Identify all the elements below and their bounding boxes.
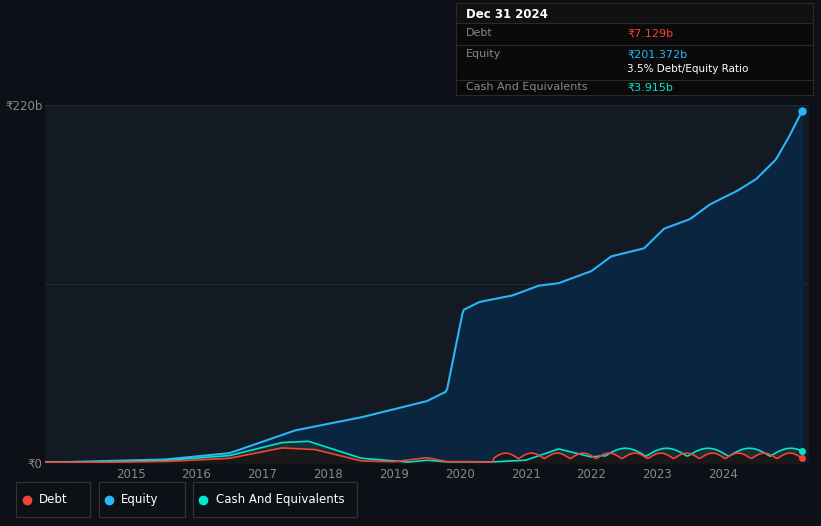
Debt xyxy=(781,451,791,457)
Cash And Equivalents xyxy=(782,446,792,452)
Cash And Equivalents xyxy=(303,438,313,444)
Cash And Equivalents xyxy=(40,459,50,465)
Debt xyxy=(493,453,502,459)
Line: Debt: Debt xyxy=(45,448,802,462)
Cash And Equivalents xyxy=(401,459,411,465)
Equity xyxy=(450,348,460,355)
Text: 3.5% Debt/Equity Ratio: 3.5% Debt/Equity Ratio xyxy=(627,64,749,74)
FancyBboxPatch shape xyxy=(16,482,90,518)
Equity xyxy=(779,143,789,149)
Cash And Equivalents xyxy=(663,445,673,451)
Debt xyxy=(406,457,415,463)
Cash And Equivalents xyxy=(493,459,503,465)
Equity xyxy=(400,403,410,410)
Text: Cash And Equivalents: Cash And Equivalents xyxy=(466,82,588,93)
Cash And Equivalents xyxy=(403,459,413,466)
Text: Dec 31 2024: Dec 31 2024 xyxy=(466,8,548,21)
Text: ₹201.372b: ₹201.372b xyxy=(627,49,687,59)
Cash And Equivalents xyxy=(407,459,417,465)
Debt xyxy=(278,445,288,451)
Cash And Equivalents xyxy=(453,459,463,465)
Line: Cash And Equivalents: Cash And Equivalents xyxy=(45,441,802,462)
Text: ₹3.915b: ₹3.915b xyxy=(627,82,673,93)
Bar xyxy=(456,3,813,23)
Debt xyxy=(452,459,461,465)
FancyBboxPatch shape xyxy=(99,482,185,518)
Text: Debt: Debt xyxy=(466,28,493,38)
Text: Equity: Equity xyxy=(122,493,158,506)
Text: Cash And Equivalents: Cash And Equivalents xyxy=(216,493,344,506)
Text: ₹7.129b: ₹7.129b xyxy=(627,28,673,38)
FancyBboxPatch shape xyxy=(193,482,357,518)
Debt xyxy=(401,457,411,463)
Cash And Equivalents xyxy=(797,448,807,454)
Text: Equity: Equity xyxy=(466,49,502,59)
Equity xyxy=(491,296,501,302)
Debt xyxy=(40,459,50,466)
Equity xyxy=(797,108,807,114)
Equity xyxy=(404,402,414,409)
Equity xyxy=(661,225,671,231)
Equity xyxy=(40,459,50,465)
Text: Debt: Debt xyxy=(39,493,67,506)
Line: Equity: Equity xyxy=(45,111,802,462)
Debt xyxy=(797,455,807,461)
Debt xyxy=(663,452,672,458)
